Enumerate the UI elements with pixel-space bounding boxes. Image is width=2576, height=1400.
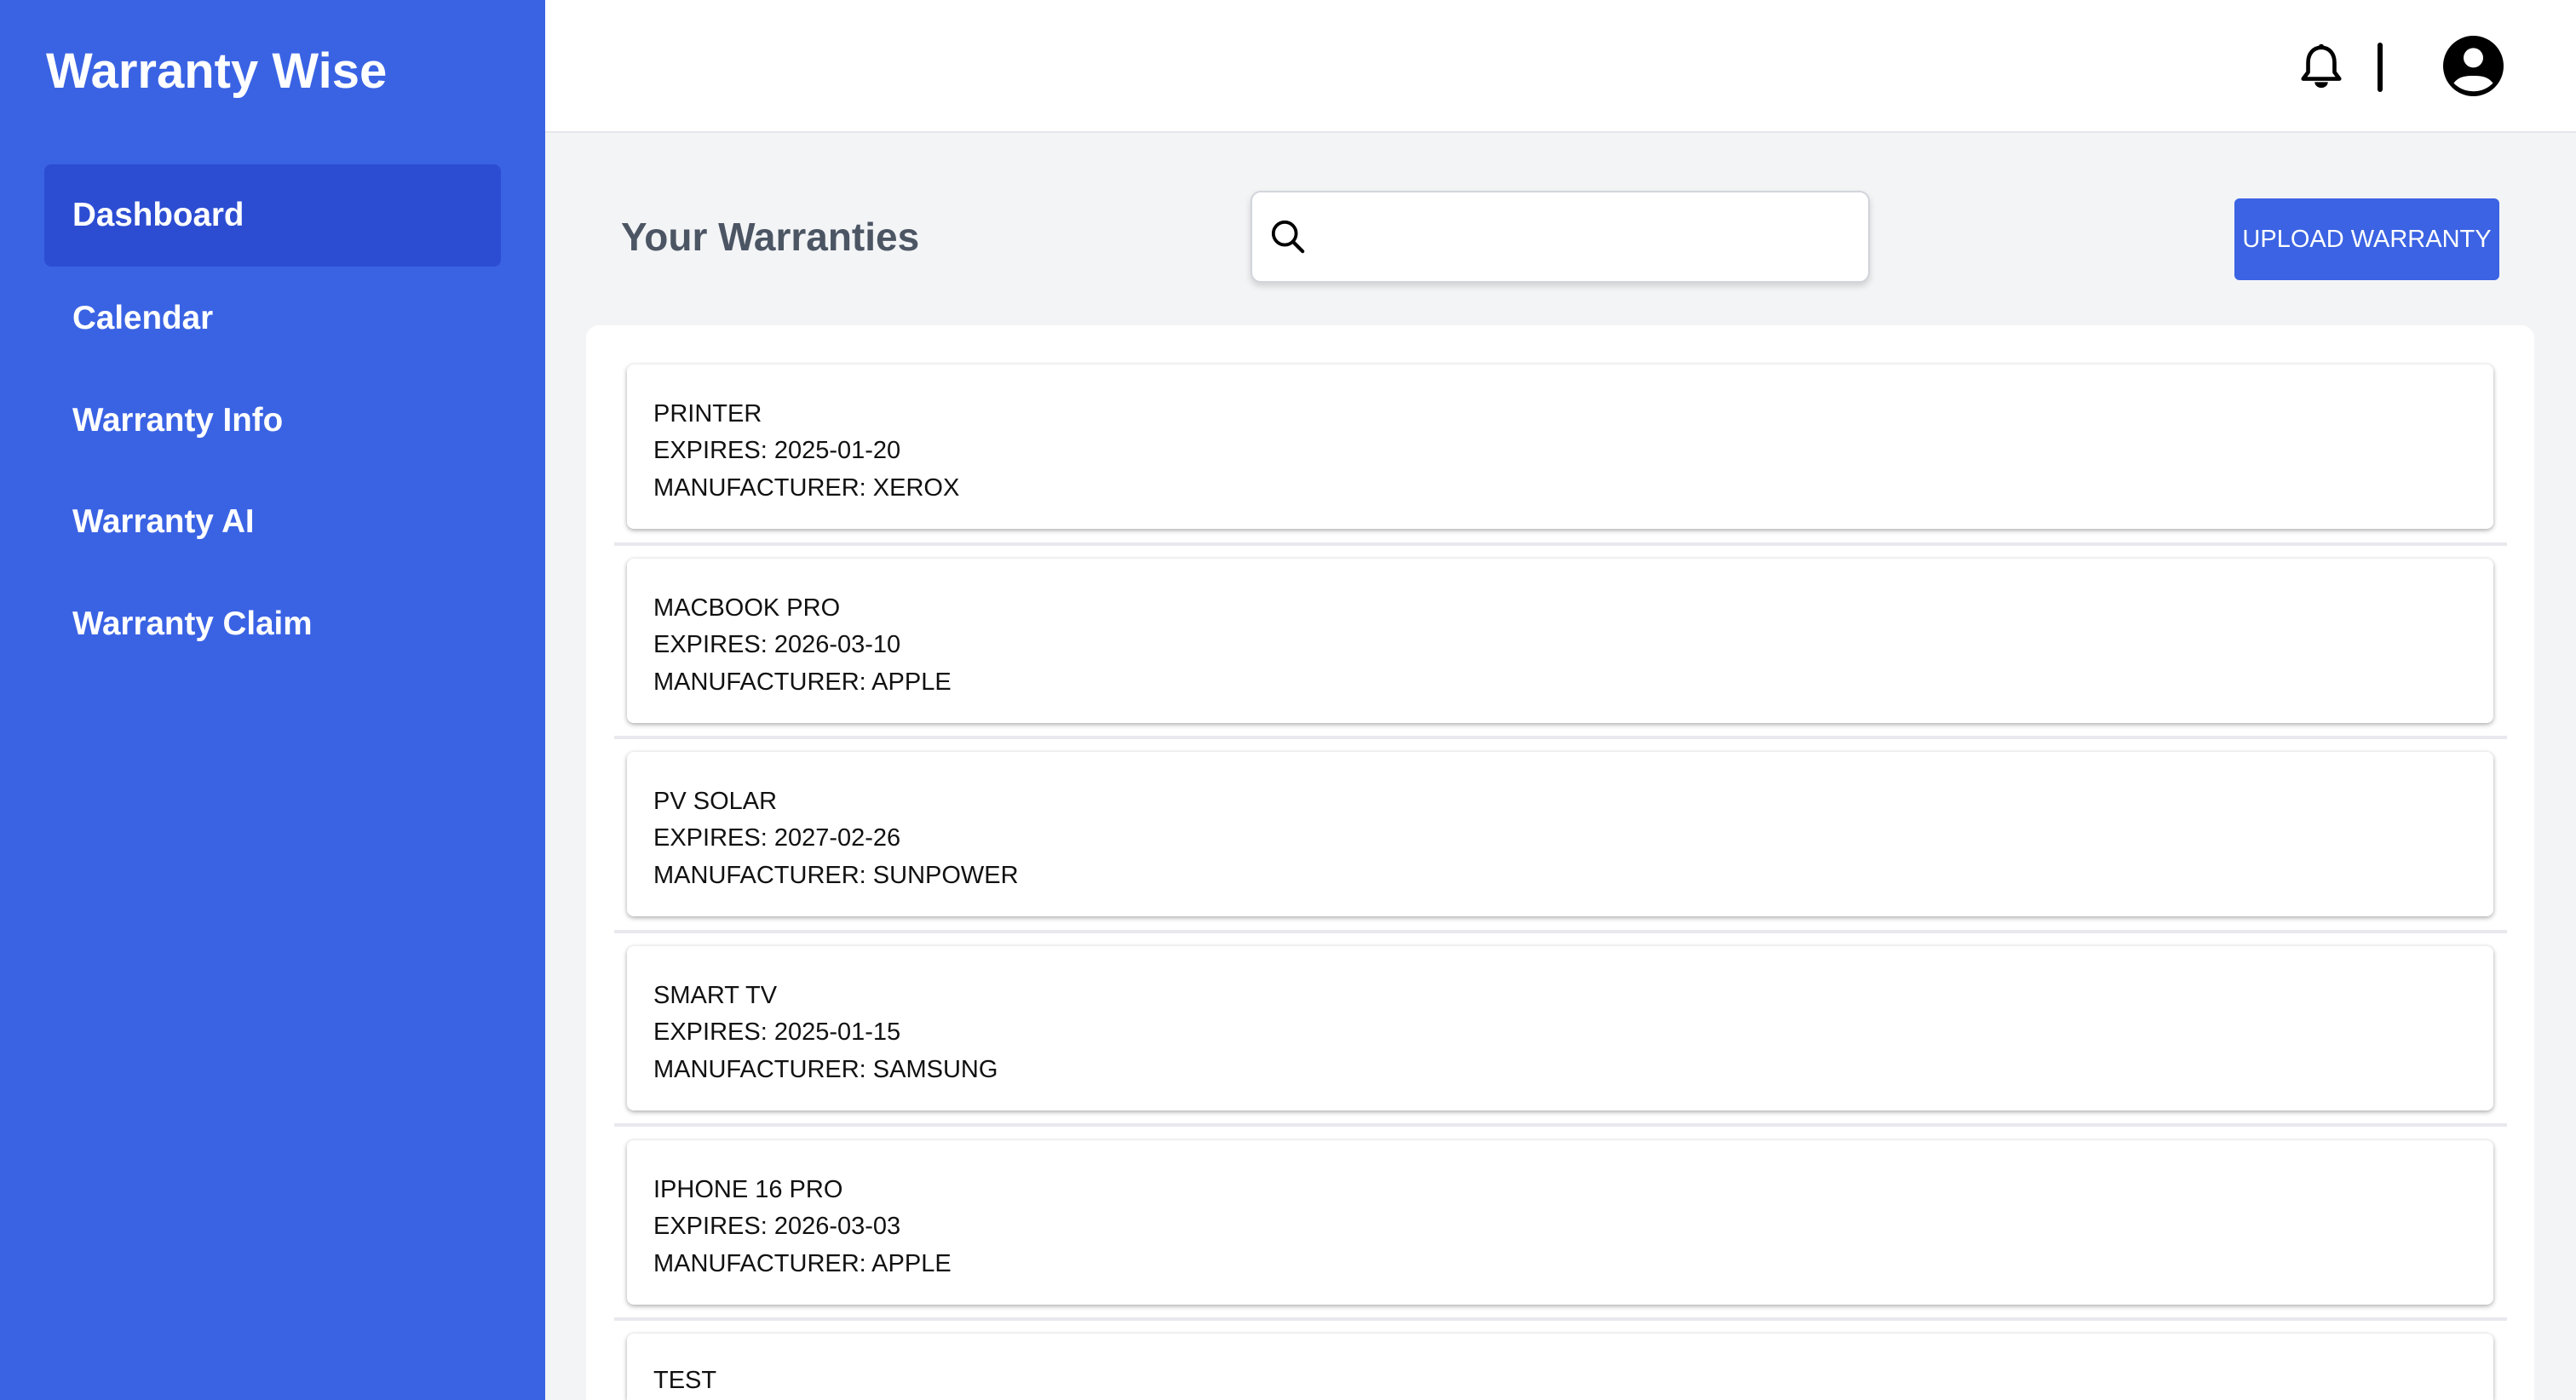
divider xyxy=(614,736,2507,739)
warranty-card[interactable]: PRINTER EXPIRES: 2025-01-20 MANUFACTURER… xyxy=(627,364,2493,529)
warranty-card[interactable]: PV SOLAR EXPIRES: 2027-02-26 MANUFACTURE… xyxy=(627,752,2493,916)
warranty-expires: EXPIRES: 2025-01-20 xyxy=(653,437,901,465)
sidebar-item-warranty-info[interactable]: Warranty Info xyxy=(72,402,284,439)
search-box[interactable] xyxy=(1251,191,1870,283)
warranty-name: TEST xyxy=(653,1367,717,1394)
sidebar-item-warranty-claim[interactable]: Warranty Claim xyxy=(72,605,313,642)
warranty-card[interactable]: TEST xyxy=(627,1334,2493,1400)
bell-icon[interactable] xyxy=(2297,41,2346,94)
divider xyxy=(614,930,2507,933)
warranty-manufacturer: MANUFACTURER: SAMSUNG xyxy=(653,1055,998,1083)
divider xyxy=(614,1317,2507,1321)
sidebar-item-dashboard[interactable]: Dashboard xyxy=(44,164,501,267)
divider xyxy=(614,1123,2507,1127)
warranty-name: PRINTER xyxy=(653,400,762,427)
upload-warranty-button[interactable]: UPLOAD WARRANTY xyxy=(2234,198,2499,280)
warranty-name: PV SOLAR xyxy=(653,788,778,815)
app-title: Warranty Wise xyxy=(46,43,388,99)
warranty-manufacturer: MANUFACTURER: APPLE xyxy=(653,668,952,696)
divider xyxy=(614,542,2507,546)
warranty-expires: EXPIRES: 2026-03-10 xyxy=(653,631,901,659)
warranty-expires: EXPIRES: 2027-02-26 xyxy=(653,824,901,852)
search-icon xyxy=(1271,220,1305,254)
header-divider xyxy=(2378,43,2383,92)
sidebar: Warranty Wise Dashboard Calendar Warrant… xyxy=(0,0,545,1400)
warranty-expires: EXPIRES: 2025-01-15 xyxy=(653,1018,901,1047)
top-header xyxy=(545,0,2576,133)
warranty-list: PRINTER EXPIRES: 2025-01-20 MANUFACTURER… xyxy=(586,325,2534,1400)
warranty-card[interactable]: MACBOOK PRO EXPIRES: 2026-03-10 MANUFACT… xyxy=(627,559,2493,723)
search-input[interactable] xyxy=(1321,205,1850,269)
warranty-name: SMART TV xyxy=(653,982,778,1009)
warranty-manufacturer: MANUFACTURER: XEROX xyxy=(653,473,960,502)
warranty-manufacturer: MANUFACTURER: SUNPOWER xyxy=(653,861,1019,889)
page-title: Your Warranties xyxy=(621,215,920,259)
warranty-manufacturer: MANUFACTURER: APPLE xyxy=(653,1249,952,1277)
warranty-card[interactable]: IPHONE 16 PRO EXPIRES: 2026-03-03 MANUFA… xyxy=(627,1140,2493,1305)
sidebar-item-warranty-ai[interactable]: Warranty AI xyxy=(72,503,255,540)
sidebar-item-calendar[interactable]: Calendar xyxy=(72,300,214,336)
warranty-name: IPHONE 16 PRO xyxy=(653,1176,843,1203)
warranty-card[interactable]: SMART TV EXPIRES: 2025-01-15 MANUFACTURE… xyxy=(627,946,2493,1110)
user-avatar-icon[interactable] xyxy=(2443,36,2504,96)
warranty-name: MACBOOK PRO xyxy=(653,594,841,622)
warranty-expires: EXPIRES: 2026-03-03 xyxy=(653,1213,901,1241)
